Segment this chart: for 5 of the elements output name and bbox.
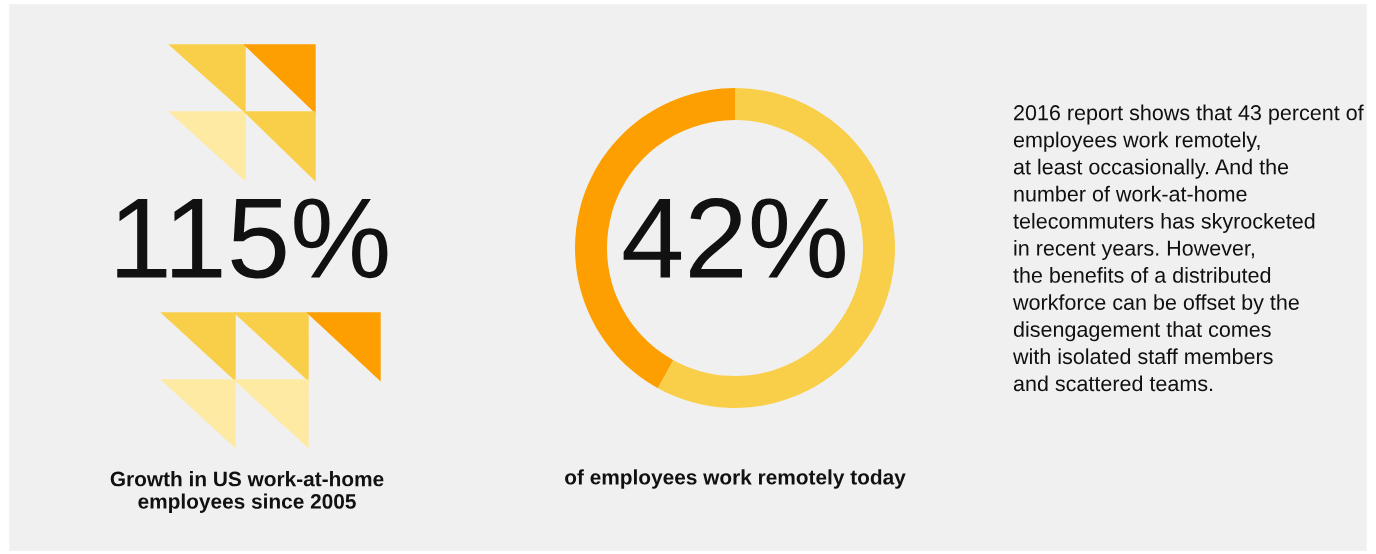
text: of employees work remotely today bbox=[565, 469, 906, 489]
data-label: 42% bbox=[623, 197, 845, 279]
text: Growth in US work-at-home employees since 2005 bbox=[110, 471, 384, 513]
text: 115% bbox=[117, 198, 388, 279]
text: 2016 report shows that 43 percent of employees work remotely, at least occasionally. And the number of work-at-home telecommuters has skyrocketed in recent years. However, the benefits of a distributed workforce can be offset by the disengagement that comes with isolated staff members and scattered teams. bbox=[1012, 104, 1364, 392]
